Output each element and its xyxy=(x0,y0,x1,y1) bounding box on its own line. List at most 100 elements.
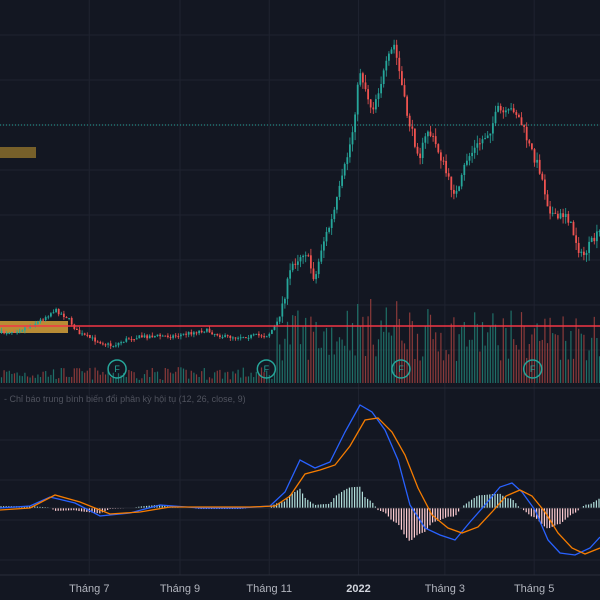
candle-body[interactable] xyxy=(211,332,213,335)
candle-body[interactable] xyxy=(375,99,377,110)
candle-body[interactable] xyxy=(96,341,99,343)
candle-body[interactable] xyxy=(16,332,18,334)
candle-body[interactable] xyxy=(489,133,492,136)
candle-body[interactable] xyxy=(260,335,263,337)
candle-body[interactable] xyxy=(531,143,533,150)
candle-body[interactable] xyxy=(471,152,473,157)
candle-body[interactable] xyxy=(242,337,245,339)
candle-body[interactable] xyxy=(213,333,216,335)
candle-body[interactable] xyxy=(320,250,323,262)
candle-body[interactable] xyxy=(567,213,570,223)
candle-body[interactable] xyxy=(161,335,164,337)
candle-body[interactable] xyxy=(26,327,29,329)
candle-body[interactable] xyxy=(598,231,600,233)
candle-body[interactable] xyxy=(562,213,564,218)
candle-body[interactable] xyxy=(533,149,536,163)
candle-body[interactable] xyxy=(468,156,471,161)
candle-body[interactable] xyxy=(291,263,294,271)
candle-body[interactable] xyxy=(507,109,510,111)
candle-body[interactable] xyxy=(294,263,297,265)
candle-body[interactable] xyxy=(328,227,330,232)
candle-body[interactable] xyxy=(476,143,479,148)
candle-body[interactable] xyxy=(398,57,401,72)
candle-body[interactable] xyxy=(0,330,3,333)
candle-body[interactable] xyxy=(549,206,551,214)
candle-body[interactable] xyxy=(564,213,567,218)
candle-body[interactable] xyxy=(115,345,117,347)
candle-body[interactable] xyxy=(265,336,268,338)
candle-body[interactable] xyxy=(484,138,486,140)
candle-body[interactable] xyxy=(91,337,94,339)
candle-body[interactable] xyxy=(359,73,362,85)
candle-body[interactable] xyxy=(156,334,159,337)
candle-body[interactable] xyxy=(99,342,102,344)
candle-body[interactable] xyxy=(297,261,299,265)
candle-body[interactable] xyxy=(190,332,193,335)
candle-body[interactable] xyxy=(432,135,434,137)
candle-body[interactable] xyxy=(159,334,161,337)
candle-body[interactable] xyxy=(583,251,585,256)
candle-body[interactable] xyxy=(515,112,518,115)
earnings-marker[interactable]: F xyxy=(391,359,411,379)
candle-body[interactable] xyxy=(117,342,120,346)
candle-body[interactable] xyxy=(167,335,169,338)
candle-body[interactable] xyxy=(494,111,497,124)
candle-body[interactable] xyxy=(551,212,554,214)
candle-body[interactable] xyxy=(380,84,382,94)
candle-body[interactable] xyxy=(455,190,458,194)
candle-body[interactable] xyxy=(304,255,307,257)
candle-body[interactable] xyxy=(268,333,271,337)
candle-body[interactable] xyxy=(372,107,375,110)
candle-body[interactable] xyxy=(424,136,427,143)
candle-body[interactable] xyxy=(263,336,265,338)
candle-body[interactable] xyxy=(336,196,338,210)
candle-body[interactable] xyxy=(286,278,289,299)
candle-body[interactable] xyxy=(442,160,445,162)
candle-body[interactable] xyxy=(143,335,146,338)
earnings-marker[interactable]: F xyxy=(522,359,543,379)
candle-body[interactable] xyxy=(39,319,42,322)
candle-body[interactable] xyxy=(403,85,406,97)
candle-body[interactable] xyxy=(354,114,356,133)
candle-body[interactable] xyxy=(65,317,68,319)
candle-body[interactable] xyxy=(369,99,372,108)
candle-body[interactable] xyxy=(570,221,572,223)
candle-body[interactable] xyxy=(76,328,78,330)
candle-body[interactable] xyxy=(271,329,273,334)
candle-body[interactable] xyxy=(520,117,523,126)
candle-body[interactable] xyxy=(596,231,598,242)
candle-body[interactable] xyxy=(120,342,122,344)
candle-body[interactable] xyxy=(47,316,50,318)
candle-body[interactable] xyxy=(86,334,89,336)
candle-body[interactable] xyxy=(151,335,154,338)
candle-body[interactable] xyxy=(229,335,232,339)
candle-body[interactable] xyxy=(299,257,302,262)
candle-body[interactable] xyxy=(37,321,39,324)
candle-body[interactable] xyxy=(453,189,455,194)
candle-body[interactable] xyxy=(198,330,200,334)
candle-body[interactable] xyxy=(174,335,177,337)
candle-body[interactable] xyxy=(281,303,284,317)
candle-body[interactable] xyxy=(3,330,5,334)
candle-body[interactable] xyxy=(13,332,16,334)
candle-body[interactable] xyxy=(164,335,167,337)
candle-body[interactable] xyxy=(460,175,463,187)
candle-body[interactable] xyxy=(343,164,346,176)
candle-body[interactable] xyxy=(577,242,580,253)
candle-body[interactable] xyxy=(216,333,219,336)
candle-body[interactable] xyxy=(206,328,208,332)
candle-body[interactable] xyxy=(349,144,351,158)
candle-body[interactable] xyxy=(351,132,354,145)
candle-body[interactable] xyxy=(52,312,55,314)
candle-body[interactable] xyxy=(5,333,8,335)
candle-body[interactable] xyxy=(247,337,250,339)
candle-body[interactable] xyxy=(102,343,104,345)
candle-body[interactable] xyxy=(466,160,468,165)
candle-body[interactable] xyxy=(44,317,47,321)
candle-body[interactable] xyxy=(245,337,247,339)
candle-body[interactable] xyxy=(505,110,507,113)
candle-body[interactable] xyxy=(312,268,315,280)
candle-body[interactable] xyxy=(50,313,52,317)
candle-body[interactable] xyxy=(68,317,70,319)
